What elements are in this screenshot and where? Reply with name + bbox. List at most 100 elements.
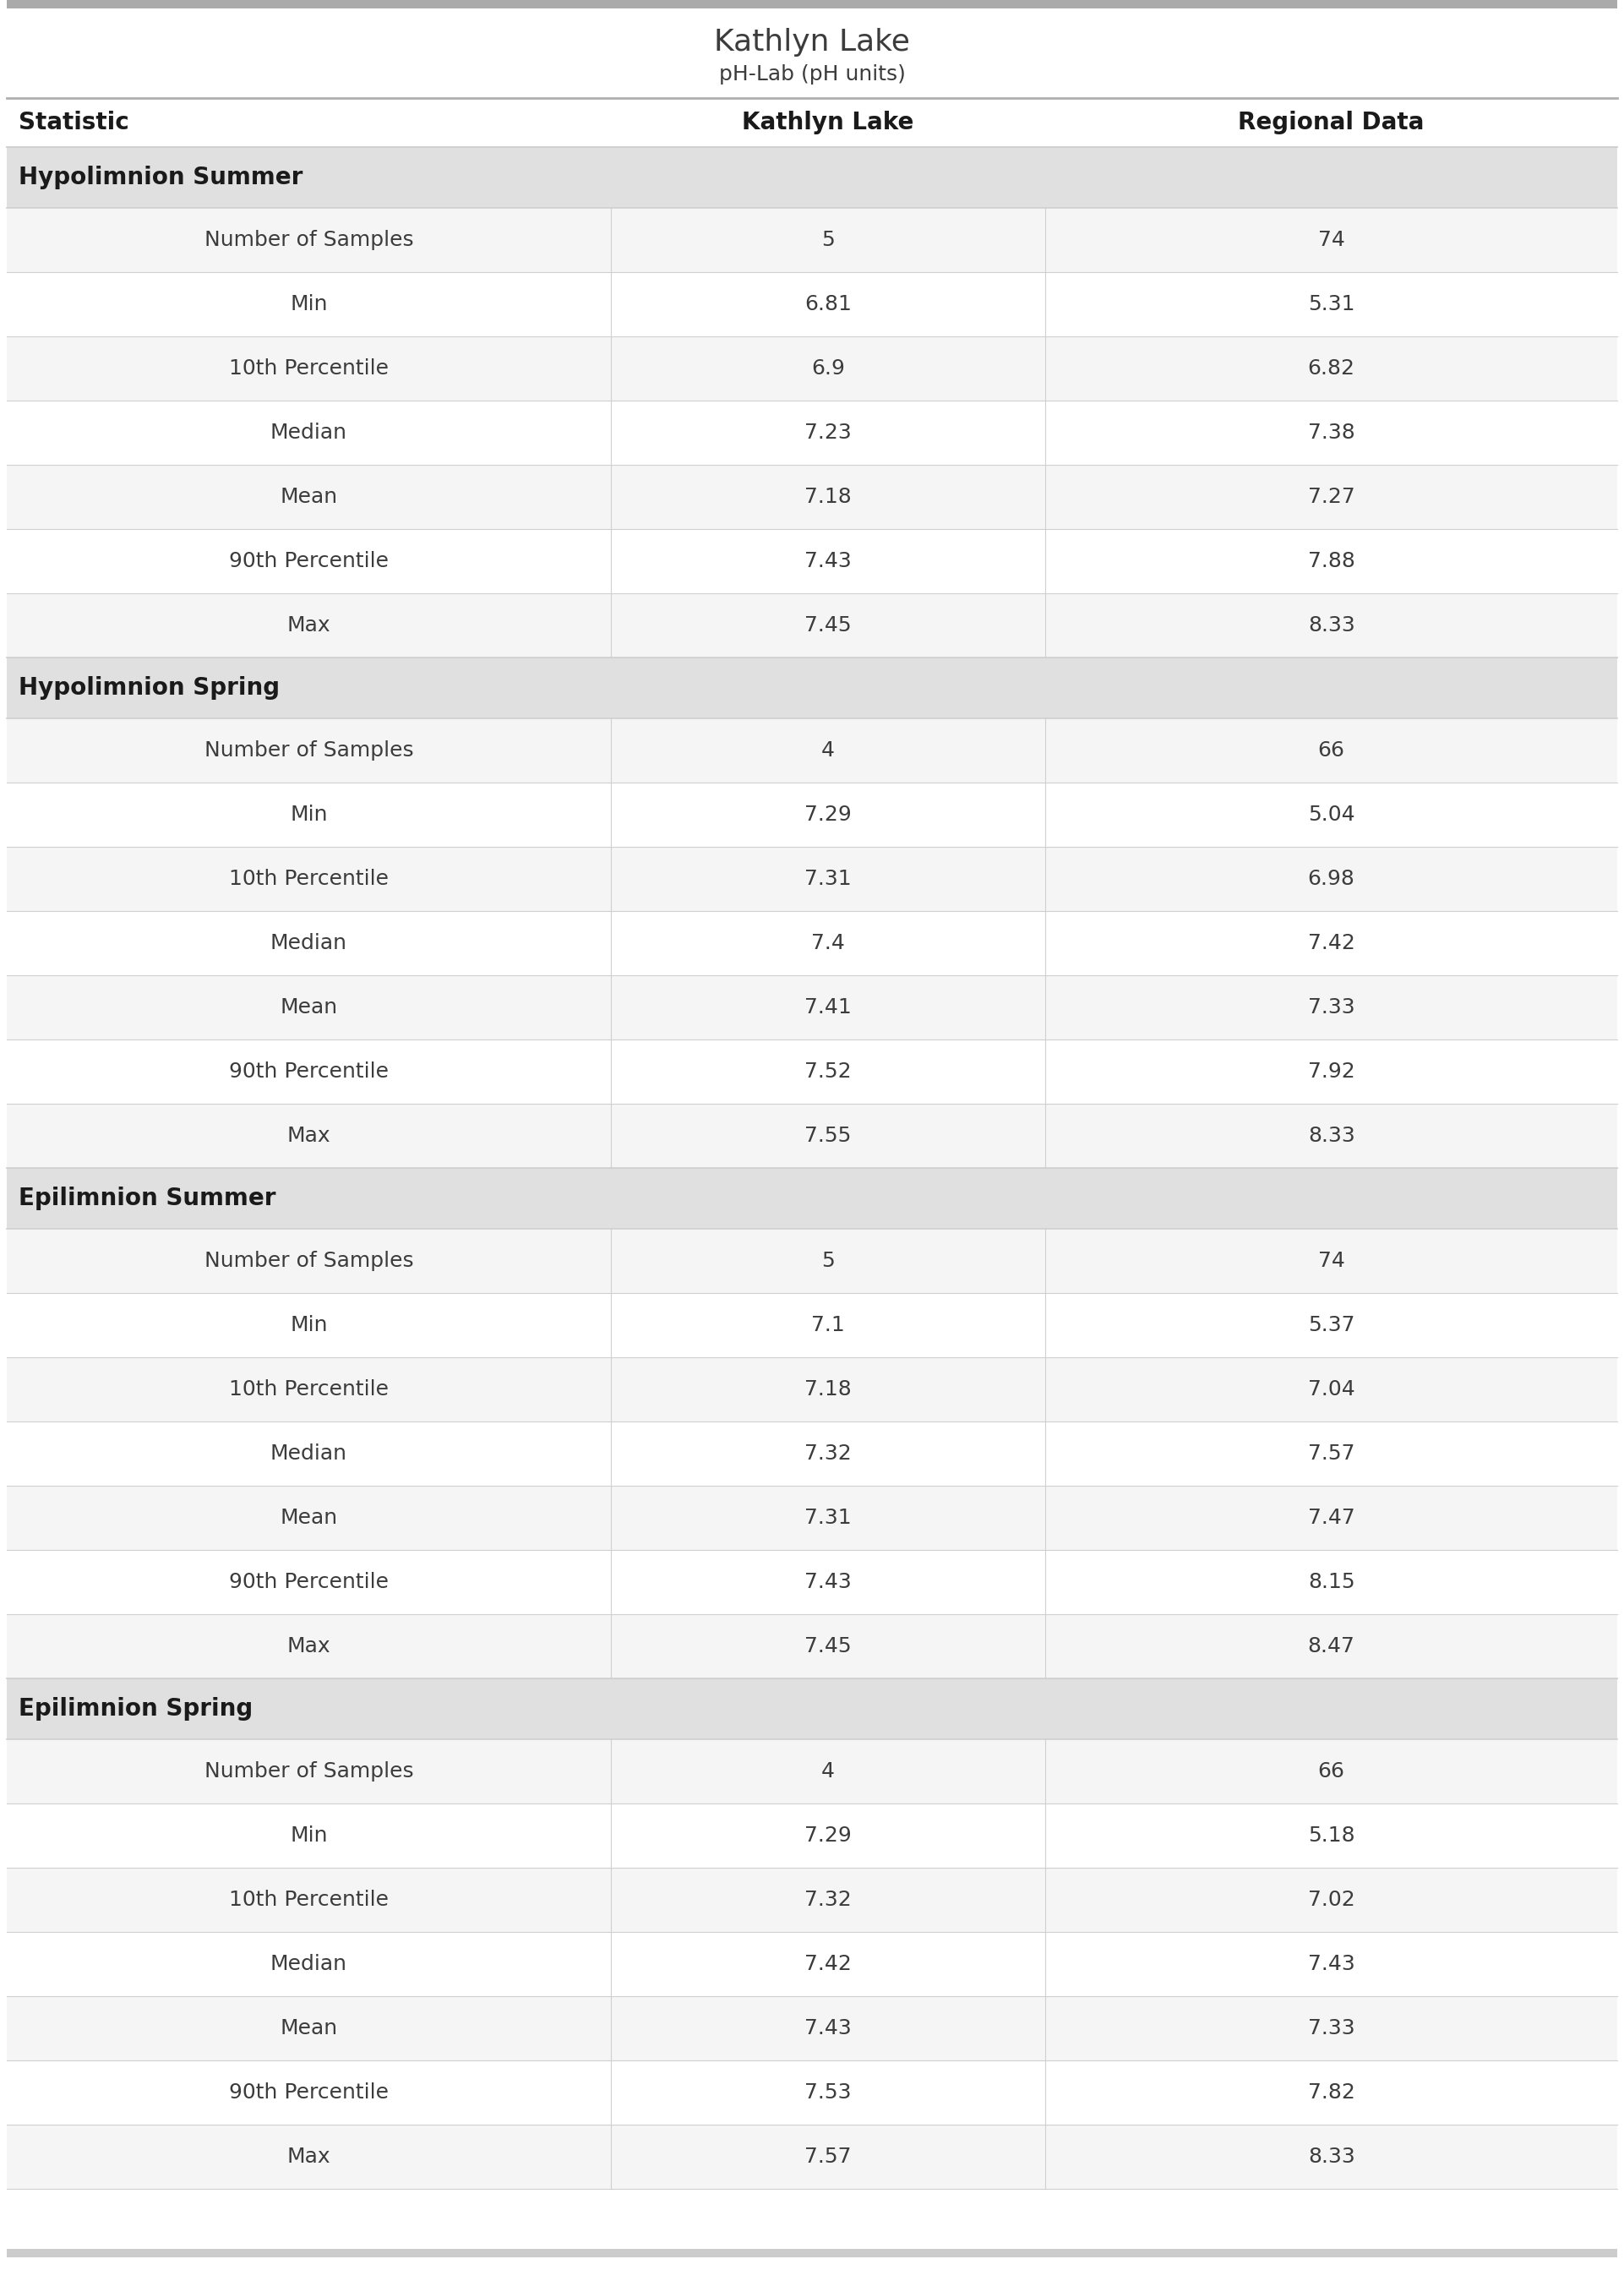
Text: 10th Percentile: 10th Percentile [229,1380,388,1401]
Text: 4: 4 [822,740,835,760]
Text: 7.18: 7.18 [804,1380,851,1401]
Text: Min: Min [291,295,328,313]
Text: 5.37: 5.37 [1307,1314,1354,1335]
Text: 7.43: 7.43 [804,1571,851,1591]
Bar [6,2250,1618,2256]
Bar [6,0,1618,9]
Text: 10th Percentile: 10th Percentile [229,869,388,890]
Text: 7.55: 7.55 [806,1126,851,1146]
Text: Min: Min [291,804,328,824]
Text: 4: 4 [822,1762,835,1782]
Text: Hypolimnion Summer: Hypolimnion Summer [18,166,302,188]
Bar [6,783,1618,847]
Text: Max: Max [287,1637,331,1657]
Text: 66: 66 [1317,740,1345,760]
Text: 6.82: 6.82 [1307,359,1354,379]
Text: 8.47: 8.47 [1307,1637,1354,1657]
Text: 74: 74 [1319,1251,1345,1271]
Text: pH-Lab (pH units): pH-Lab (pH units) [719,64,905,84]
Bar [6,1487,1618,1550]
Text: Hypolimnion Spring: Hypolimnion Spring [18,676,279,699]
Text: 6.98: 6.98 [1307,869,1354,890]
Text: 5: 5 [822,1251,835,1271]
Text: 8.33: 8.33 [1307,1126,1354,1146]
Text: Median: Median [270,933,348,953]
Text: Epilimnion Summer: Epilimnion Summer [18,1187,276,1210]
Text: 7.04: 7.04 [1307,1380,1354,1401]
Text: 7.31: 7.31 [804,1507,851,1528]
Bar [6,592,1618,658]
Text: Number of Samples: Number of Samples [205,1251,414,1271]
Text: 7.52: 7.52 [804,1062,851,1083]
Bar [6,2061,1618,2125]
Text: Number of Samples: Number of Samples [205,1762,414,1782]
Text: 5.31: 5.31 [1307,295,1354,313]
Text: 7.29: 7.29 [804,1825,851,1846]
Bar [6,1103,1618,1169]
Text: Mean: Mean [279,997,338,1017]
Bar [6,658,1618,717]
Text: Max: Max [287,615,331,636]
Text: Kathlyn Lake: Kathlyn Lake [715,27,909,57]
Text: 5: 5 [822,229,835,250]
Bar [6,2125,1618,2188]
Text: Mean: Mean [279,1507,338,1528]
Text: 7.82: 7.82 [1307,2082,1354,2102]
Text: 7.92: 7.92 [1307,1062,1354,1083]
Bar [6,209,1618,272]
Text: 90th Percentile: 90th Percentile [229,552,388,572]
Text: 7.42: 7.42 [804,1954,851,1975]
Text: 7.31: 7.31 [804,869,851,890]
Bar [6,465,1618,529]
Text: 90th Percentile: 90th Percentile [229,1571,388,1591]
Bar [6,1228,1618,1294]
Text: 7.53: 7.53 [804,2082,851,2102]
Text: 66: 66 [1317,1762,1345,1782]
Bar [6,400,1618,465]
Text: Median: Median [270,422,348,443]
Text: Median: Median [270,1954,348,1975]
Bar [6,1802,1618,1868]
Text: Max: Max [287,1126,331,1146]
Text: 7.47: 7.47 [1307,1507,1354,1528]
Text: 8.15: 8.15 [1307,1571,1354,1591]
Bar [6,1357,1618,1421]
Text: 6.81: 6.81 [804,295,851,313]
Text: Number of Samples: Number of Samples [205,740,414,760]
Bar [6,1169,1618,1228]
Bar [6,1550,1618,1614]
Text: 7.29: 7.29 [804,804,851,824]
Text: 10th Percentile: 10th Percentile [229,1889,388,1909]
Bar [6,976,1618,1040]
Text: 7.88: 7.88 [1307,552,1354,572]
Bar [6,1614,1618,1678]
Text: 7.33: 7.33 [1307,997,1354,1017]
Bar [6,1421,1618,1487]
Bar [6,336,1618,400]
Text: 7.18: 7.18 [804,486,851,506]
Text: 8.33: 8.33 [1307,2147,1354,2168]
Text: 7.41: 7.41 [804,997,851,1017]
Text: 5.04: 5.04 [1307,804,1354,824]
Bar [6,272,1618,336]
Text: 7.57: 7.57 [804,2147,851,2168]
Text: 7.57: 7.57 [1307,1444,1354,1464]
Text: 7.38: 7.38 [1307,422,1354,443]
Bar [6,1868,1618,1932]
Text: Min: Min [291,1825,328,1846]
Text: Mean: Mean [279,486,338,506]
Text: 90th Percentile: 90th Percentile [229,2082,388,2102]
Text: Epilimnion Spring: Epilimnion Spring [18,1698,253,1721]
Text: Median: Median [270,1444,348,1464]
Text: 7.27: 7.27 [1307,486,1354,506]
Text: 7.45: 7.45 [804,615,851,636]
Text: 7.33: 7.33 [1307,2018,1354,2038]
Text: 7.02: 7.02 [1307,1889,1354,1909]
Text: 7.45: 7.45 [804,1637,851,1657]
Text: 5.18: 5.18 [1307,1825,1354,1846]
Bar [6,1739,1618,1802]
Text: 7.1: 7.1 [812,1314,844,1335]
Text: 6.9: 6.9 [812,359,844,379]
Text: Max: Max [287,2147,331,2168]
Bar [6,1932,1618,1995]
